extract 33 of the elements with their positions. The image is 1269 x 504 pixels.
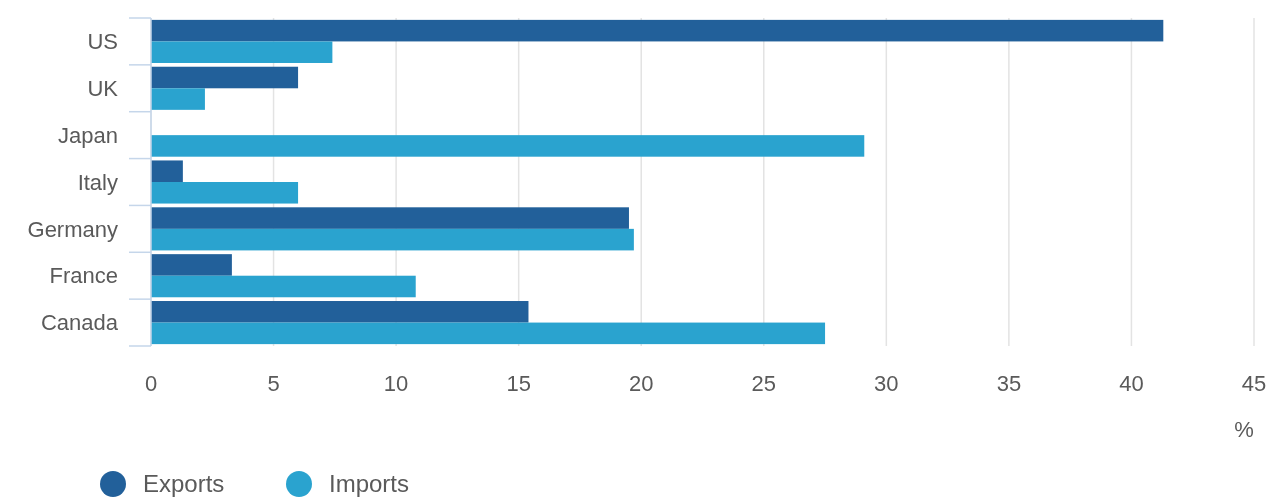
x-tick-label: 25 [751,371,777,396]
y-tick-label: Canada [40,310,119,336]
x-tick-label: 30 [874,371,899,396]
bar [151,88,205,110]
bar [151,66,299,89]
x-tick-label: 20 [628,371,654,396]
y-tick-label: US [87,29,118,55]
y-tick-label: Germany [27,216,118,242]
x-tick-label: 15 [506,371,531,396]
x-axis-title: % [1234,417,1254,442]
x-tick-label: 35 [996,371,1022,396]
y-tick-label: France [49,263,118,289]
legend-label: Exports [143,470,225,497]
y-tick-label: UK [87,75,119,101]
bar [151,207,629,229]
bar [151,135,865,157]
x-tick-label: 0 [144,371,158,396]
y-tick-label: Japan [58,122,118,148]
bar [151,322,826,345]
y-tick-label: Italy [77,169,118,195]
legend-label: Imports [329,470,410,497]
x-tick-label: 45 [1241,371,1267,396]
bar [151,41,333,63]
x-tick-label: 5 [267,371,280,396]
x-tick-label: 10 [383,371,409,396]
bar [151,182,299,204]
bar [151,19,1164,42]
bar [151,254,232,276]
bar [151,228,634,251]
bar [151,160,183,182]
bar [151,301,529,323]
x-tick-label: 40 [1119,371,1144,396]
bar [151,275,416,298]
